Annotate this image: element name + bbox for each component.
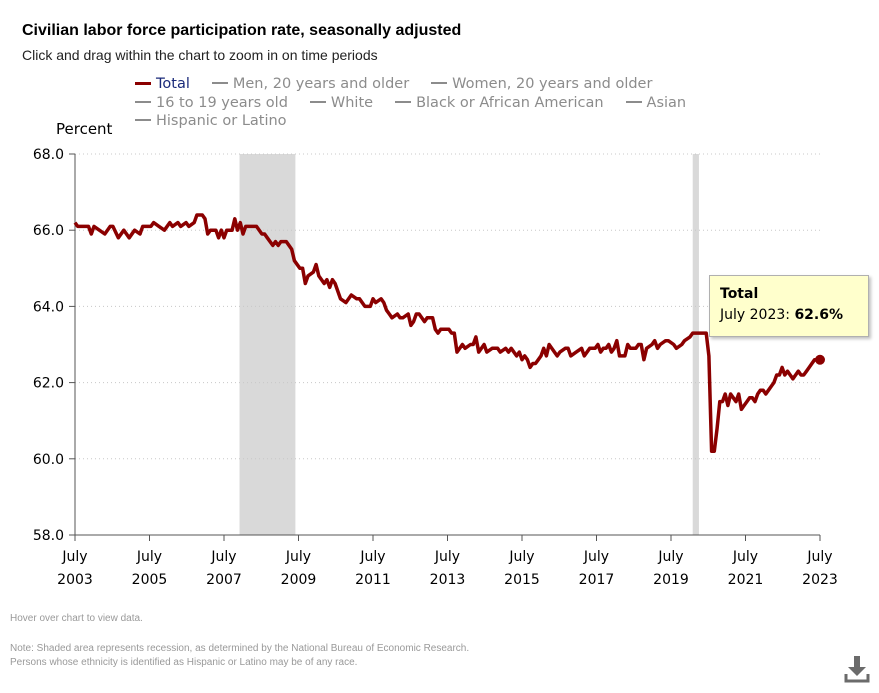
legend-item[interactable]: White <box>309 94 374 113</box>
y-tick-label: 60.0 <box>33 452 64 468</box>
x-tick-month: July <box>508 549 534 565</box>
recession-bands <box>239 154 699 535</box>
legend-swatch <box>309 100 326 103</box>
data-tooltip: Total July 2023: 62.6% <box>709 275 869 337</box>
x-tick-year: 2023 <box>802 572 838 588</box>
y-tick-label: 64.0 <box>33 299 64 315</box>
legend-label: Men, 20 years and older <box>232 76 410 92</box>
download-icon <box>844 656 870 683</box>
tick-labels: 58.0 60.0 62.0 64.0 66.0 68.0 July 2003 July 2005… <box>33 147 838 588</box>
tooltip-title: Total <box>720 286 759 302</box>
tooltip-value: 62.6% <box>794 307 844 323</box>
ethnicity-note: Persons whose ethnicity is identified as… <box>10 657 358 668</box>
legend-item[interactable]: Total <box>135 75 190 94</box>
legend-swatch <box>135 119 151 121</box>
legend-item[interactable]: 16 to 19 years old <box>135 94 288 113</box>
x-tick-month: July <box>61 549 87 565</box>
x-tick-month: July <box>732 549 758 565</box>
recession-note: Note: Shaded area represents recession, … <box>10 643 470 654</box>
x-tick-month: July <box>434 549 460 565</box>
chart-title: Civilian labor force participation rate,… <box>22 22 462 39</box>
x-tick-month: July <box>285 549 311 565</box>
x-tick-month: July <box>136 549 162 565</box>
x-tick-month: July <box>657 549 683 565</box>
legend-label: White <box>330 94 374 111</box>
legend-row: Hispanic or Latino <box>135 112 855 131</box>
x-tick-month: July <box>359 549 385 565</box>
x-tick-year: 2005 <box>132 572 168 588</box>
hover-note: Hover over chart to view data. <box>10 613 143 624</box>
axes <box>74 154 821 541</box>
y-tick-label: 62.0 <box>33 376 64 392</box>
series-lines[interactable] <box>73 213 825 453</box>
x-tick-year: 2017 <box>579 572 615 588</box>
x-tick-year: 2021 <box>728 572 764 588</box>
recession-band <box>239 154 296 535</box>
legend-swatch <box>135 100 151 103</box>
legend-item[interactable]: Hispanic or Latino <box>135 112 287 131</box>
tooltip-date: July 2023: <box>720 307 790 323</box>
y-tick-label: 68.0 <box>33 147 64 163</box>
legend-label: Women, 20 years and older <box>452 76 653 92</box>
legend-item[interactable]: Black or African American <box>395 94 604 113</box>
x-tick-year: 2007 <box>206 572 242 588</box>
legend-label: Black or African American <box>416 94 604 111</box>
legend-row: 16 to 19 years old White Black or African … <box>135 94 855 113</box>
legend-swatch <box>625 100 642 103</box>
x-tick-year: 2013 <box>430 572 466 588</box>
x-tick-month: July <box>210 549 236 565</box>
x-tick-year: 2003 <box>57 572 93 588</box>
y-tick-label: 58.0 <box>33 528 64 544</box>
x-tick-month: July <box>806 549 832 565</box>
y-tick-label: 66.0 <box>33 223 64 239</box>
series-line-total[interactable] <box>73 213 820 453</box>
legend-swatch <box>135 81 151 85</box>
x-tick-year: 2019 <box>653 572 689 588</box>
x-tick-year: 2009 <box>281 572 317 588</box>
chart-subtitle: Click and drag within the chart to zoom … <box>22 47 378 63</box>
legend-item[interactable]: Men, 20 years and older <box>211 75 410 94</box>
y-axis-label: Percent <box>56 120 113 138</box>
download-button[interactable] <box>843 654 871 684</box>
x-tick-year: 2015 <box>504 572 540 588</box>
legend: Total Men, 20 years and older Women, 20 ye… <box>135 75 855 131</box>
x-tick-year: 2011 <box>355 572 391 588</box>
recession-band <box>692 154 699 535</box>
legend-row: Total Men, 20 years and older Women, 20 ye… <box>135 75 855 94</box>
legend-label: Asian <box>646 94 687 111</box>
series-last-point[interactable] <box>815 354 825 365</box>
tooltip-body: July 2023: 62.6% <box>720 307 858 323</box>
legend-item[interactable]: Women, 20 years and older <box>431 75 652 94</box>
legend-swatch <box>431 82 448 84</box>
legend-swatch <box>395 100 412 103</box>
legend-label: 16 to 19 years old <box>156 94 288 111</box>
line-chart[interactable]: 58.0 60.0 62.0 64.0 66.0 68.0 July 2003 July 2005… <box>0 0 879 600</box>
legend-item[interactable]: Asian <box>625 94 687 113</box>
legend-label: Hispanic or Latino <box>156 113 287 129</box>
legend-label: Total <box>156 76 190 92</box>
gridlines <box>69 153 820 536</box>
legend-swatch <box>211 82 228 84</box>
x-tick-month: July <box>583 549 609 565</box>
